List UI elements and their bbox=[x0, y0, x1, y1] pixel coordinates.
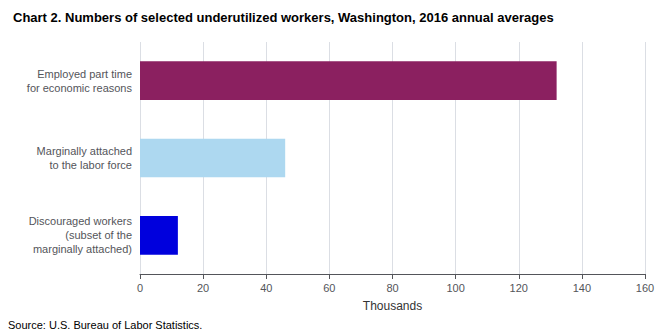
svg-text:Discouraged workers: Discouraged workers bbox=[29, 215, 133, 227]
svg-text:100: 100 bbox=[446, 282, 464, 294]
svg-text:40: 40 bbox=[260, 282, 272, 294]
svg-text:Source: U.S. Bureau of Labor S: Source: U.S. Bureau of Labor Statistics. bbox=[8, 319, 202, 331]
svg-text:140: 140 bbox=[573, 282, 591, 294]
svg-text:for economic reasons: for economic reasons bbox=[27, 82, 133, 94]
svg-text:to the labor force: to the labor force bbox=[49, 159, 132, 171]
svg-text:Thousands: Thousands bbox=[363, 299, 422, 313]
svg-text:0: 0 bbox=[137, 282, 143, 294]
svg-text:120: 120 bbox=[510, 282, 528, 294]
svg-text:Chart 2. Numbers of selected u: Chart 2. Numbers of selected underutiliz… bbox=[13, 10, 554, 25]
svg-text:marginally attached): marginally attached) bbox=[33, 243, 132, 255]
svg-text:(subset of the: (subset of the bbox=[65, 229, 132, 241]
svg-text:Marginally attached: Marginally attached bbox=[37, 145, 132, 157]
svg-text:160: 160 bbox=[636, 282, 654, 294]
svg-text:60: 60 bbox=[323, 282, 335, 294]
svg-text:Employed part time: Employed part time bbox=[37, 68, 132, 80]
svg-text:80: 80 bbox=[386, 282, 398, 294]
svg-text:20: 20 bbox=[197, 282, 209, 294]
